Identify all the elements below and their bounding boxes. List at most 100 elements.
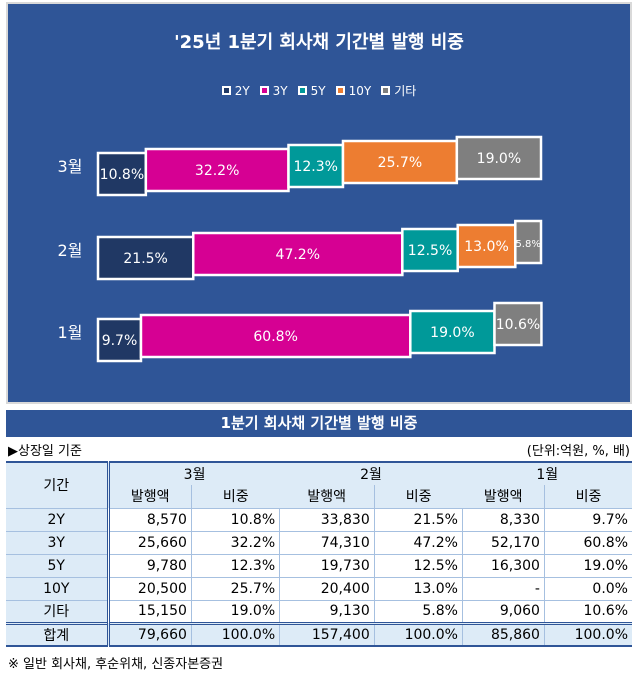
legend-label: 2Y [234,83,250,98]
table-row: 10Y 20,500 25.7% 20,400 13.0% -0.0% [6,576,632,600]
share-cell: 32.2% [190,530,280,554]
share-header: 비중 [373,485,463,508]
period-cell: 기타 [6,599,110,623]
period-cell: 합계 [6,621,110,646]
share-cell: 10.6% [543,599,632,623]
legend-swatch [221,86,231,95]
bar-segment [96,317,143,363]
amount-cell: - [461,576,545,600]
share-cell: 100.0% [543,621,632,646]
data-label: 19.0% [477,151,521,167]
data-label: 47.2% [276,247,320,263]
period-header: 기간 [6,462,110,508]
period-cell: 3Y [6,530,110,554]
share-cell: 5.8% [373,599,463,623]
category-label: 3월 [58,157,83,176]
share-header: 비중 [543,485,632,508]
category-label: 1월 [58,323,83,342]
legend-swatch [381,86,391,95]
legend-swatch [335,86,345,95]
amount-cell: 85,860 [461,621,545,646]
month-header: 3월 [108,462,280,485]
share-cell: 100.0% [190,621,280,646]
month-header: 2월 [279,462,463,485]
legend-item: 2Y [221,82,250,99]
data-label: 32.2% [195,163,239,179]
share-cell: 12.3% [190,553,280,577]
data-label: 5.8% [515,239,540,250]
share-cell: 25.7% [190,576,280,600]
data-label: 10.8% [100,167,144,183]
share-cell: 19.0% [543,553,632,577]
period-cell: 10Y [6,576,110,600]
table-row: 2Y 8,570 10.8% 33,830 21.5% 8,330 9.7% [6,507,632,531]
share-cell: 10.8% [190,507,280,531]
legend-swatch [259,86,269,95]
amount-cell: 52,170 [461,530,545,554]
share-cell: 12.5% [373,553,463,577]
legend-label: 3Y [272,83,288,98]
bar-segment [493,301,543,347]
legend-item: 10Y [335,82,372,99]
legend-swatch [297,86,307,95]
amount-cell: 9,780 [107,553,192,577]
chart: '25년 1분기 회사채 기간별 발행 비중 2Y 3Y 5Y 10Y 기타 3월 10.… [6,2,632,404]
share-cell: 100.0% [373,621,463,646]
period-cell: 2Y [6,507,110,531]
amount-cell: 8,570 [107,507,192,531]
share-cell: 13.0% [373,576,463,600]
amount-cell: 74,310 [279,530,375,554]
legend-label: 5Y [310,83,326,98]
month-header: 1월 [462,462,632,485]
plot-area: 3월 10.8% 32.2% 12.3% 25.7% 19.0% 2월 21.5% 47.2% 1… [58,135,543,363]
share-cell: 60.8% [543,530,632,554]
amount-cell: 16,300 [461,553,545,577]
bar-segment [191,231,404,277]
table-row: 기타 15,150 19.0% 9,130 5.8% 9,060 10.6% [6,599,632,623]
amount-header: 발행액 [279,485,375,508]
unit-label: (단위:억원, %, 배) [526,444,630,459]
data-label: 60.8% [253,329,297,345]
legend-item: 5Y [297,82,326,99]
share-header: 비중 [190,485,280,508]
amount-cell: 8,330 [461,507,545,531]
bar-segment [409,309,496,355]
share-cell: 19.0% [190,599,280,623]
data-label: 12.5% [408,243,452,259]
amount-cell: 20,500 [107,576,192,600]
amount-cell: 15,150 [107,599,192,623]
bar-segment [514,219,543,265]
bar-segment [455,135,543,181]
legend-label: 10Y [348,83,372,98]
data-label: 9.7% [102,333,138,349]
amount-header: 발행액 [462,485,545,508]
legend-label: 기타 [394,84,417,98]
data-label: 21.5% [123,251,167,267]
category-label: 2월 [58,241,83,260]
share-cell: 21.5% [373,507,463,531]
chart-title: '25년 1분기 회사채 기간별 발행 비중 [174,32,464,53]
footnote: ※ 일반 회사채, 후순위채, 신종자본증권 [8,657,224,672]
basis-label: ▶상장일 기준 [8,444,82,459]
legend: 2Y 3Y 5Y 10Y 기타 [8,82,630,99]
legend-item: 3Y [259,82,288,99]
bar-segment [139,313,412,359]
table-row: 5Y 9,780 12.3% 19,730 12.5% 16,300 19.0% [6,553,632,577]
table-row: 3Y 25,660 32.2% 74,310 47.2% 52,170 60.8% [6,530,632,554]
share-cell: 9.7% [543,507,632,531]
data-label: 13.0% [464,239,508,255]
header-row-months: 기간 3월 2월 1월 [6,462,632,508]
data-label: 19.0% [430,325,474,341]
share-cell: 0.0% [543,576,632,600]
period-cell: 5Y [6,553,110,577]
table-title: 1분기 회사채 기간별 발행 비중 [6,410,632,437]
amount-cell: 20,400 [279,576,375,600]
amount-header: 발행액 [108,485,192,508]
share-cell: 47.2% [373,530,463,554]
data-label: 10.6% [496,317,540,333]
amount-cell: 25,660 [107,530,192,554]
legend-item: 기타 [381,82,416,99]
amount-cell: 33,830 [279,507,375,531]
issuance-table: 기간 3월 2월 1월 발행액 비중 발행액 비중 발행액 비중 2Y 8,570… [6,461,632,647]
total-row: 합계 79,660 100.0% 157,400 100.0% 85,860 100.0% [6,621,632,646]
